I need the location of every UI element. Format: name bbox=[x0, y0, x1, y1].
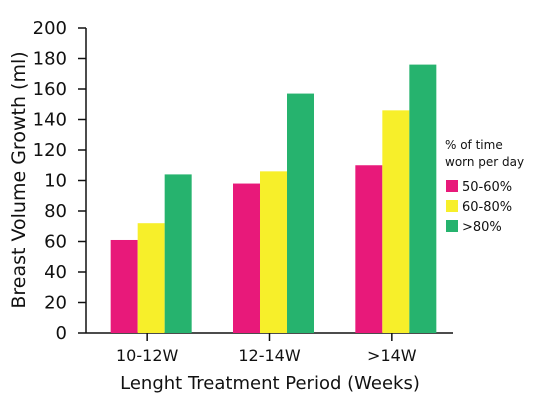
legend-label: >80% bbox=[462, 220, 502, 235]
y-tick-label: 60 bbox=[44, 232, 67, 253]
y-tick-label: 10 bbox=[44, 171, 67, 192]
bar-80-0 bbox=[164, 174, 192, 333]
legend-label: 50-60% bbox=[462, 180, 512, 195]
bar-6080-1 bbox=[260, 171, 287, 333]
y-tick-label: 180 bbox=[33, 49, 67, 70]
x-tick-label: 12-14W bbox=[238, 346, 300, 365]
x-tick-label: >14W bbox=[367, 346, 417, 365]
y-tick-label: 40 bbox=[44, 262, 67, 283]
y-tick-label: 200 bbox=[33, 18, 67, 39]
y-tick-label: 140 bbox=[33, 110, 67, 131]
x-axis-title: Lenght Treatment Period (Weeks) bbox=[120, 373, 420, 394]
legend-swatch bbox=[446, 220, 458, 232]
bar-5060-0 bbox=[110, 239, 138, 333]
legend-title-line-2: worn per day bbox=[445, 155, 524, 169]
y-axis-title: Breast Volume Growth (ml) bbox=[8, 51, 30, 308]
bar-80-2 bbox=[409, 64, 437, 333]
x-tick-label: 10-12W bbox=[116, 346, 178, 365]
legend-label: 60-80% bbox=[462, 200, 512, 215]
legend-swatch bbox=[446, 180, 458, 192]
y-tick-label: 120 bbox=[33, 140, 67, 161]
bars bbox=[110, 64, 437, 333]
y-tick-label: 80 bbox=[44, 201, 67, 222]
bar-6080-2 bbox=[382, 110, 410, 333]
bar-6080-0 bbox=[137, 223, 165, 333]
legend-title-line-1: % of time bbox=[445, 138, 503, 152]
x-axis: 10-12W 12-14W >14W bbox=[86, 332, 453, 365]
y-tick-label: 0 bbox=[56, 323, 67, 344]
bar-5060-1 bbox=[233, 183, 260, 333]
legend-swatch bbox=[446, 200, 458, 212]
legend: % of time worn per day 50-60% 60-80% >80% bbox=[445, 138, 524, 235]
y-tick-label: 160 bbox=[33, 79, 67, 100]
bar-80-1 bbox=[287, 93, 314, 333]
y-axis: 0 20 40 60 80 10 120 140 160 180 200 bbox=[33, 18, 87, 344]
y-tick-label: 20 bbox=[44, 293, 67, 314]
bar-5060-2 bbox=[355, 165, 383, 333]
